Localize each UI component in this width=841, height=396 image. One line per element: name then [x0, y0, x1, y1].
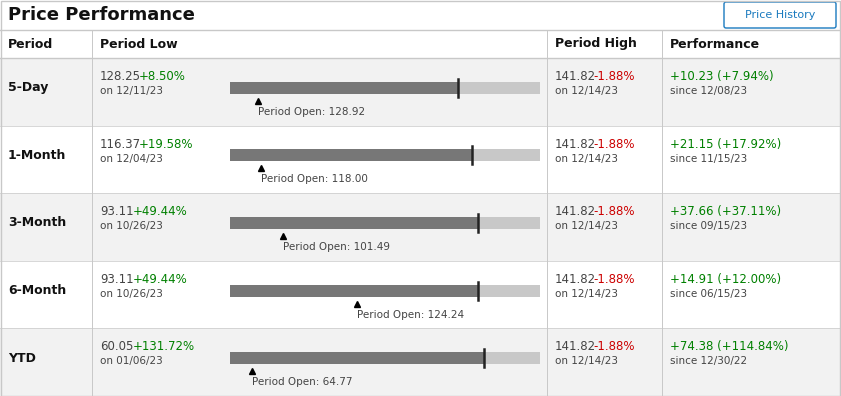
Text: 6-Month: 6-Month: [8, 284, 66, 297]
Text: 5-Day: 5-Day: [8, 81, 49, 94]
Bar: [230, 285, 540, 297]
Text: Period Open: 64.77: Period Open: 64.77: [251, 377, 352, 387]
Text: since 06/15/23: since 06/15/23: [670, 289, 747, 299]
Text: -1.88%: -1.88%: [593, 205, 634, 218]
Text: -1.88%: -1.88%: [593, 273, 634, 286]
Text: 141.82: 141.82: [555, 205, 596, 218]
Text: on 12/14/23: on 12/14/23: [555, 154, 618, 164]
Text: 141.82: 141.82: [555, 273, 596, 286]
Text: Period Low: Period Low: [100, 38, 177, 51]
Text: on 12/04/23: on 12/04/23: [100, 154, 163, 164]
Text: +49.44%: +49.44%: [133, 205, 188, 218]
Text: on 01/06/23: on 01/06/23: [100, 356, 163, 366]
Text: on 12/14/23: on 12/14/23: [555, 356, 618, 366]
Text: 128.25: 128.25: [100, 70, 141, 83]
Text: 141.82: 141.82: [555, 70, 596, 83]
Text: since 11/15/23: since 11/15/23: [670, 154, 748, 164]
Text: +14.91 (+12.00%): +14.91 (+12.00%): [670, 273, 781, 286]
Text: Period Open: 124.24: Period Open: 124.24: [357, 310, 464, 320]
Text: +37.66 (+37.11%): +37.66 (+37.11%): [670, 205, 781, 218]
Text: +49.44%: +49.44%: [133, 273, 188, 286]
Text: Performance: Performance: [670, 38, 760, 51]
Bar: [0, 328, 841, 396]
Text: -1.88%: -1.88%: [593, 137, 634, 150]
Bar: [0, 30, 841, 58]
Bar: [230, 149, 540, 162]
Text: on 10/26/23: on 10/26/23: [100, 221, 163, 231]
Text: on 12/14/23: on 12/14/23: [555, 289, 618, 299]
Text: Price History: Price History: [745, 10, 815, 20]
Bar: [0, 193, 841, 261]
Text: since 09/15/23: since 09/15/23: [670, 221, 747, 231]
Text: +19.58%: +19.58%: [139, 137, 193, 150]
Text: 141.82: 141.82: [555, 341, 596, 353]
Text: Period High: Period High: [555, 38, 637, 51]
Bar: [230, 352, 484, 364]
Text: YTD: YTD: [8, 352, 36, 365]
Text: +131.72%: +131.72%: [133, 341, 195, 353]
Text: 141.82: 141.82: [555, 137, 596, 150]
Text: +74.38 (+114.84%): +74.38 (+114.84%): [670, 341, 789, 353]
Text: Price Performance: Price Performance: [8, 6, 195, 24]
Text: on 12/11/23: on 12/11/23: [100, 86, 163, 96]
Text: +8.50%: +8.50%: [139, 70, 186, 83]
Text: 116.37: 116.37: [100, 137, 141, 150]
Text: 93.11: 93.11: [100, 205, 134, 218]
Bar: [230, 285, 478, 297]
Bar: [230, 217, 478, 229]
Text: on 12/14/23: on 12/14/23: [555, 86, 618, 96]
Bar: [230, 149, 472, 162]
Text: -1.88%: -1.88%: [593, 341, 634, 353]
Text: -1.88%: -1.88%: [593, 70, 634, 83]
Text: +21.15 (+17.92%): +21.15 (+17.92%): [670, 137, 781, 150]
Text: since 12/30/22: since 12/30/22: [670, 356, 747, 366]
Bar: [230, 352, 540, 364]
Bar: [230, 82, 458, 94]
Text: +10.23 (+7.94%): +10.23 (+7.94%): [670, 70, 774, 83]
Text: 1-Month: 1-Month: [8, 149, 66, 162]
Bar: [0, 261, 841, 328]
Bar: [230, 82, 540, 94]
Text: on 10/26/23: on 10/26/23: [100, 289, 163, 299]
Bar: [0, 0, 841, 30]
Text: on 12/14/23: on 12/14/23: [555, 221, 618, 231]
Text: 60.05: 60.05: [100, 341, 134, 353]
Bar: [230, 217, 540, 229]
Bar: [0, 126, 841, 193]
Text: Period: Period: [8, 38, 53, 51]
Text: Period Open: 101.49: Period Open: 101.49: [283, 242, 389, 252]
Text: 3-Month: 3-Month: [8, 217, 66, 230]
FancyBboxPatch shape: [724, 2, 836, 28]
Text: Period Open: 128.92: Period Open: 128.92: [258, 107, 365, 117]
Text: Period Open: 118.00: Period Open: 118.00: [261, 174, 368, 185]
Bar: [0, 58, 841, 126]
Text: 93.11: 93.11: [100, 273, 134, 286]
Text: since 12/08/23: since 12/08/23: [670, 86, 747, 96]
